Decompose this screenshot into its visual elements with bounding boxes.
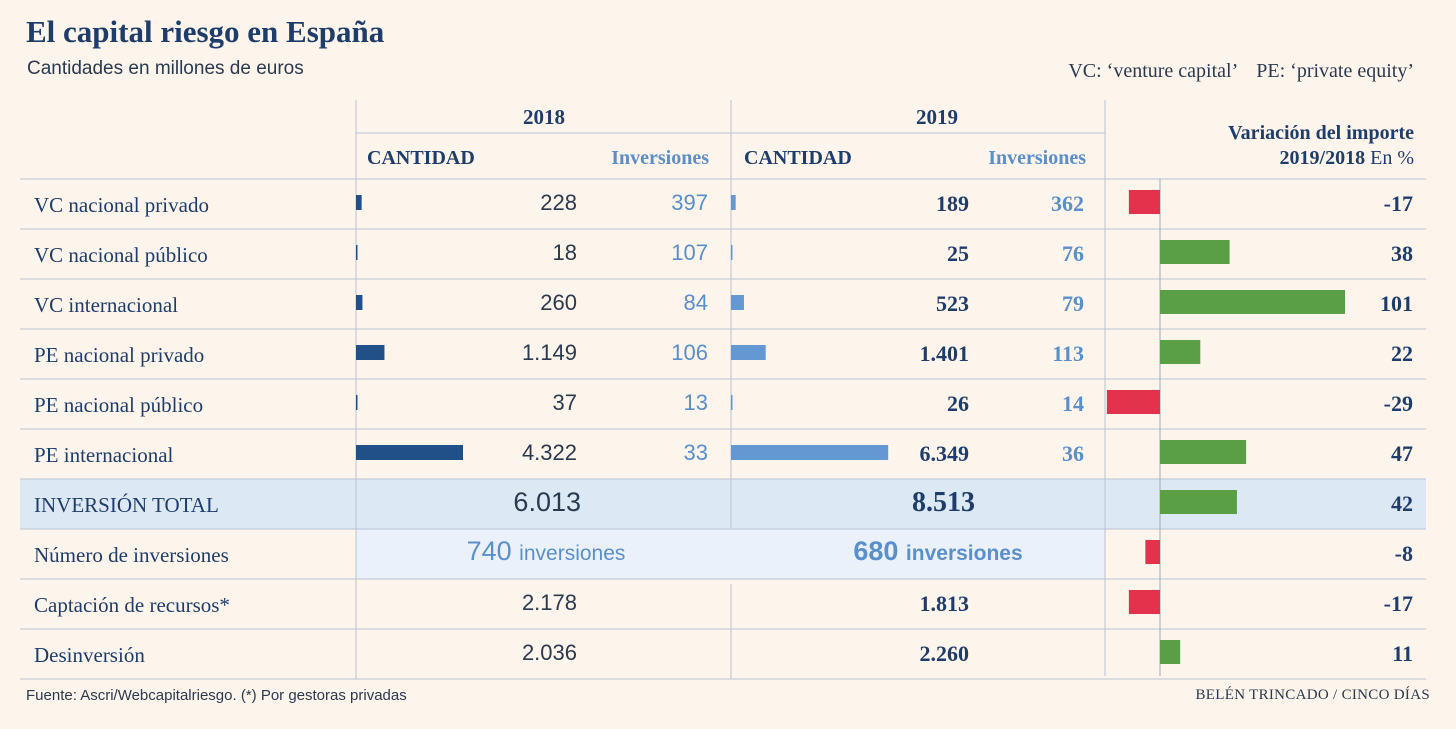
total-2018: 6.013 (513, 487, 581, 517)
investments-2019: 113 (1052, 341, 1084, 366)
row-label: VC nacional público (34, 243, 208, 267)
amount-2018: 1.149 (522, 340, 577, 365)
variation-bar (1160, 340, 1201, 364)
count-2018-unit: inversiones (519, 542, 625, 565)
header-inversiones-2018: Inversiones (611, 147, 709, 169)
bar-2019 (731, 345, 766, 360)
variation-value: 42 (1391, 491, 1413, 516)
count-2019-unit: inversiones (906, 542, 1023, 565)
bar-2018 (356, 195, 362, 210)
investments-2018: 33 (684, 440, 708, 465)
row-label-number: Número de inversiones (34, 543, 229, 567)
variation-value: 22 (1391, 341, 1413, 366)
count-2019-value: 680 (853, 536, 898, 566)
variation-value: -8 (1395, 541, 1413, 566)
variation-value: -17 (1384, 191, 1413, 216)
amount-2019: 1.401 (920, 341, 970, 366)
variation-value: 38 (1391, 241, 1413, 266)
investments-2019: 36 (1062, 441, 1084, 466)
header-variacion: Variación del importe (1228, 122, 1414, 144)
investments-2018: 106 (671, 340, 708, 365)
amount-2018: 4.322 (522, 440, 577, 465)
variation-bar (1106, 390, 1160, 414)
amount-2018: 2.178 (522, 590, 577, 615)
bar-2018 (356, 245, 358, 260)
header-variacion-years: 2019/2018 (1280, 147, 1366, 169)
amount-2018: 260 (540, 290, 577, 315)
bar-2018 (356, 445, 463, 460)
row-label-total: INVERSIÓN TOTAL (34, 493, 219, 517)
note-vc: VC: ‘venture capital’ (1068, 60, 1239, 82)
amount-2019: 1.813 (920, 591, 970, 616)
variation-bar (1128, 190, 1160, 214)
bar-2019 (731, 395, 733, 410)
header-inversiones-2019: Inversiones (988, 147, 1086, 169)
variation-bar (1160, 290, 1345, 314)
variation-value: 47 (1391, 441, 1413, 466)
row-label: VC nacional privado (34, 193, 209, 217)
bar-2019 (731, 445, 889, 460)
source-note: Fuente: Ascri/Webcapitalriesgo. (*) Por … (26, 687, 407, 704)
number-row-background (356, 529, 1105, 579)
amount-2019: 2.260 (920, 641, 970, 666)
variation-bar (1160, 640, 1181, 664)
total-2019: 8.513 (912, 487, 975, 518)
amount-2018: 18 (553, 240, 577, 265)
investments-2018: 397 (671, 190, 708, 215)
row-label: PE nacional público (34, 393, 203, 417)
header-variacion-period: 2019/2018 En % (1280, 147, 1414, 169)
credit-note: BELÉN TRINCADO / CINCO DÍAS (1195, 687, 1430, 703)
variation-bar (1145, 540, 1160, 564)
investments-2018: 107 (671, 240, 708, 265)
count-2018: 740 inversiones (467, 536, 626, 566)
variation-value: 11 (1392, 641, 1413, 666)
amount-2018: 37 (553, 390, 577, 415)
row-label: VC internacional (34, 293, 178, 317)
variation-bar (1160, 240, 1230, 264)
investments-2018: 13 (684, 390, 708, 415)
header-cantidad-2019: CANTIDAD (744, 147, 852, 169)
investments-2018: 84 (684, 290, 708, 315)
row-label: PE internacional (34, 443, 174, 467)
abbreviation-notes: VC: ‘venture capital’ PE: ‘private equity… (1050, 60, 1414, 83)
investments-2019: 79 (1062, 291, 1084, 316)
chart-title: El capital riesgo en España (26, 14, 385, 49)
bar-2019 (731, 195, 736, 210)
amount-2019: 189 (936, 191, 969, 216)
amount-2018: 2.036 (522, 640, 577, 665)
bar-2018 (356, 395, 358, 410)
amount-2019: 523 (936, 291, 969, 316)
header-cantidad-2018: CANTIDAD (367, 147, 475, 169)
chart-subtitle: Cantidades en millones de euros (27, 58, 304, 79)
variation-bar (1128, 590, 1160, 614)
amount-2018: 228 (540, 190, 577, 215)
investments-2019: 14 (1062, 391, 1084, 416)
variation-value: -17 (1384, 591, 1413, 616)
row-label: Captación de recursos* (34, 593, 230, 617)
investments-2019: 76 (1062, 241, 1084, 266)
header-year-2018: 2018 (523, 105, 565, 129)
bar-2018 (356, 345, 385, 360)
variation-value: -29 (1384, 391, 1413, 416)
count-2018-value: 740 (467, 536, 512, 566)
note-pe: PE: ‘private equity’ (1256, 60, 1414, 82)
amount-2019: 25 (947, 241, 969, 266)
bar-2019 (731, 295, 744, 310)
header-variacion-unit: En % (1365, 147, 1414, 169)
amount-2019: 26 (947, 391, 969, 416)
bar-2018 (356, 295, 363, 310)
header-year-2019: 2019 (916, 105, 958, 129)
investments-2019: 362 (1051, 191, 1084, 216)
variation-bar (1160, 490, 1237, 514)
amount-2019: 6.349 (920, 441, 970, 466)
variation-value: 101 (1380, 291, 1413, 316)
count-2019: 680 inversiones (853, 536, 1022, 566)
variation-bar (1160, 440, 1247, 464)
bar-2019 (731, 245, 733, 260)
row-label: Desinversión (34, 643, 145, 667)
row-label: PE nacional privado (34, 343, 204, 367)
